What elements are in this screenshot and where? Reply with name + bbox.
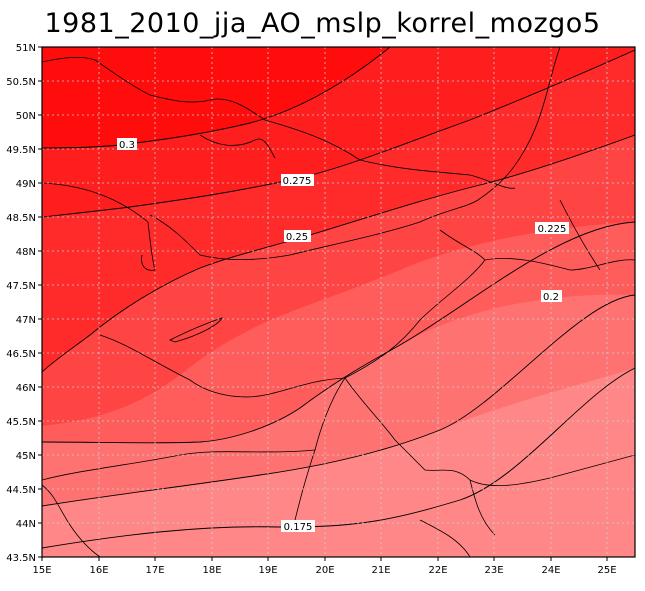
lat-label: 49N	[16, 179, 36, 190]
lon-label: 16E	[89, 565, 108, 576]
border-croatia-hungary	[99, 334, 191, 381]
svg-text:0.25: 0.25	[286, 232, 308, 243]
border-serbia-romania	[344, 377, 471, 481]
country-borders	[42, 47, 635, 557]
contour-label-0250: 0.25	[284, 230, 311, 243]
contour-label-0200: 0.2	[541, 290, 562, 303]
gridlines	[42, 47, 635, 557]
lat-label: 46.5N	[6, 349, 36, 360]
contour-label-0175: 0.175	[281, 520, 315, 533]
svg-text:0.2: 0.2	[543, 292, 559, 303]
contour-label-0275: 0.275	[281, 174, 314, 187]
border-moldova	[559, 199, 601, 271]
border-croatia-bosnia	[42, 449, 316, 481]
plot-frame	[41, 46, 636, 558]
coastline-adriatic	[42, 484, 101, 557]
lat-tick-labels: 51N 50.5N 50N 49.5N 49N 48.5N 48N 47.5N …	[6, 43, 36, 564]
contour-label-0300: 0.3	[117, 138, 137, 151]
lon-label: 21E	[371, 565, 390, 576]
border-romania-bulgaria	[469, 454, 635, 487]
border-hungary-romania	[344, 229, 486, 379]
contour-fill-bands	[42, 47, 635, 557]
border-ukraine-poland	[477, 47, 561, 201]
lat-label: 48.5N	[6, 213, 36, 224]
lat-label: 45N	[16, 451, 36, 462]
lat-label: 51N	[16, 43, 36, 54]
svg-text:0.175: 0.175	[284, 522, 313, 533]
border-czech-slovakia	[199, 134, 276, 159]
lat-label: 45.5N	[6, 417, 36, 428]
border-slovakia-austria	[42, 182, 149, 223]
contour-line-0225	[42, 221, 635, 444]
lat-label: 47.5N	[6, 281, 36, 292]
lat-label: 46N	[16, 383, 36, 394]
lon-label: 20E	[315, 565, 334, 576]
contour-label-0225: 0.225	[535, 222, 569, 235]
border-austria-hungary	[141, 221, 156, 271]
border-hungary-serbia	[189, 377, 346, 398]
border-slovakia-poland	[264, 119, 516, 189]
border-serbia-bulgaria	[469, 479, 496, 536]
border-slovakia-hungary	[149, 199, 479, 260]
lake-balaton	[169, 317, 223, 343]
lon-label: 24E	[541, 565, 560, 576]
lon-label: 25E	[597, 565, 616, 576]
svg-text:0.275: 0.275	[283, 176, 312, 187]
map-title: 1981_2010_jja_AO_mslp_korrel_mozgo5	[44, 8, 601, 39]
border-romania-ukraine	[484, 257, 635, 271]
contour-labels: 0.3 0.275 0.25 0.225 0.2 0.175	[117, 138, 569, 533]
lat-label: 50N	[16, 111, 36, 122]
border-north-macedonia	[419, 519, 471, 557]
border-poland-czech	[42, 56, 266, 121]
lon-label: 23E	[484, 565, 503, 576]
lon-label: 15E	[32, 565, 51, 576]
lat-label: 44N	[16, 519, 36, 530]
lat-tick-marks	[38, 46, 42, 558]
band-above-0300	[42, 47, 390, 148]
lon-label: 19E	[258, 565, 277, 576]
contour-line-0300	[42, 47, 391, 149]
lat-label: 50.5N	[6, 77, 36, 88]
svg-text:0.3: 0.3	[119, 140, 135, 151]
lat-label: 44.5N	[6, 485, 36, 496]
lat-label: 47N	[16, 315, 36, 326]
lat-label: 48N	[16, 247, 36, 258]
lat-label: 43.5N	[6, 553, 36, 564]
lon-label: 18E	[202, 565, 221, 576]
lat-label: 49.5N	[6, 145, 36, 156]
svg-text:0.225: 0.225	[538, 224, 567, 235]
lon-label: 22E	[428, 565, 447, 576]
lon-tick-marks	[41, 557, 608, 561]
lon-tick-labels: 15E 16E 17E 18E 19E 20E 21E 22E 23E 24E …	[32, 565, 616, 576]
lon-label: 17E	[145, 565, 164, 576]
